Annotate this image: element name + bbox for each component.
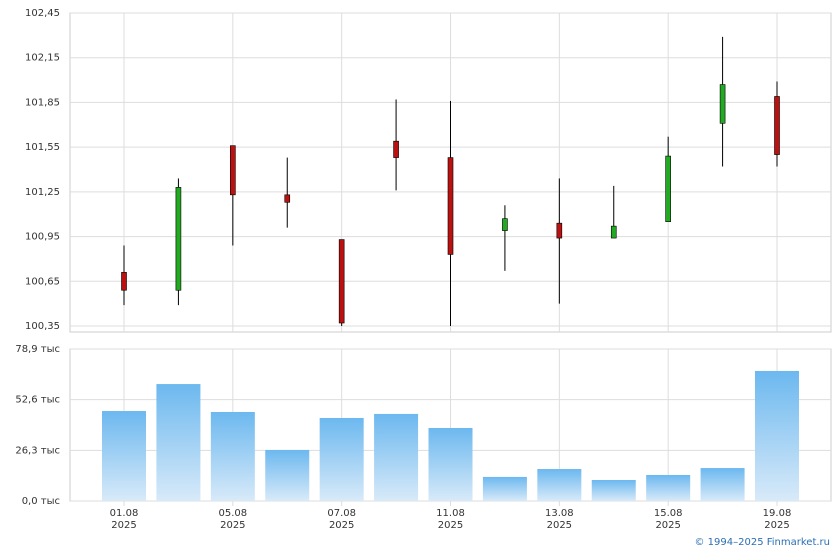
y-tick-label: 52,6 тыс xyxy=(15,395,60,406)
y-tick-label: 100,35 xyxy=(25,321,60,332)
y-tick-label: 102,15 xyxy=(25,53,60,64)
volume-bar xyxy=(210,411,255,501)
y-tick-label: 100,95 xyxy=(25,232,60,243)
y-tick-label: 78,9 тыс xyxy=(15,344,60,355)
candle-body xyxy=(175,187,182,291)
x-tick-label-year: 2025 xyxy=(764,520,789,531)
x-tick-label-year: 2025 xyxy=(547,520,572,531)
x-tick-label: 01.08 xyxy=(110,508,139,519)
x-tick-label-year: 2025 xyxy=(438,520,463,531)
x-tick-label: 13.08 xyxy=(545,508,574,519)
volume-bar xyxy=(374,413,419,501)
volume-bar xyxy=(319,417,364,501)
candle-body xyxy=(393,140,399,158)
candle-body xyxy=(338,239,345,324)
volume-bar xyxy=(265,449,310,501)
candle-body xyxy=(665,155,671,222)
y-tick-label: 100,65 xyxy=(25,276,60,287)
volume-bar xyxy=(102,411,146,501)
volume-bar xyxy=(537,469,582,501)
volume-bar xyxy=(428,427,473,501)
x-tick-label: 15.08 xyxy=(654,508,683,519)
x-tick-label-year: 2025 xyxy=(655,520,680,531)
candle-body xyxy=(230,145,236,196)
candle-body xyxy=(610,225,617,239)
y-tick-label: 101,85 xyxy=(25,97,60,108)
candle-body xyxy=(121,272,127,291)
candle-body xyxy=(447,157,454,255)
x-tick-label-year: 2025 xyxy=(329,520,354,531)
volume-bar xyxy=(482,476,527,501)
volume-bar xyxy=(591,480,636,501)
y-tick-label: 102,45 xyxy=(25,8,60,19)
y-tick-label: 101,55 xyxy=(25,142,60,153)
volume-bar xyxy=(755,370,799,501)
candle-body xyxy=(284,194,291,203)
candle-body xyxy=(502,218,508,231)
x-tick-label: 05.08 xyxy=(219,508,248,519)
volume-bar xyxy=(156,384,201,501)
y-tick-label: 0,0 тыс xyxy=(22,496,60,507)
candle-body xyxy=(556,222,563,239)
y-tick-label: 26,3 тыс xyxy=(15,445,60,456)
volume-bar xyxy=(700,468,745,501)
candle-body xyxy=(774,96,780,155)
candle-body xyxy=(719,84,726,124)
x-tick-label: 19.08 xyxy=(763,508,792,519)
volume-bar xyxy=(646,474,691,501)
credit[interactable]: © 1994–2025 Finmarket.ru xyxy=(694,537,830,548)
x-tick-label: 07.08 xyxy=(327,508,356,519)
y-tick-label: 101,25 xyxy=(25,187,60,198)
x-tick-label-year: 2025 xyxy=(220,520,245,531)
x-tick-label-year: 2025 xyxy=(111,520,136,531)
x-tick-label: 11.08 xyxy=(436,508,465,519)
